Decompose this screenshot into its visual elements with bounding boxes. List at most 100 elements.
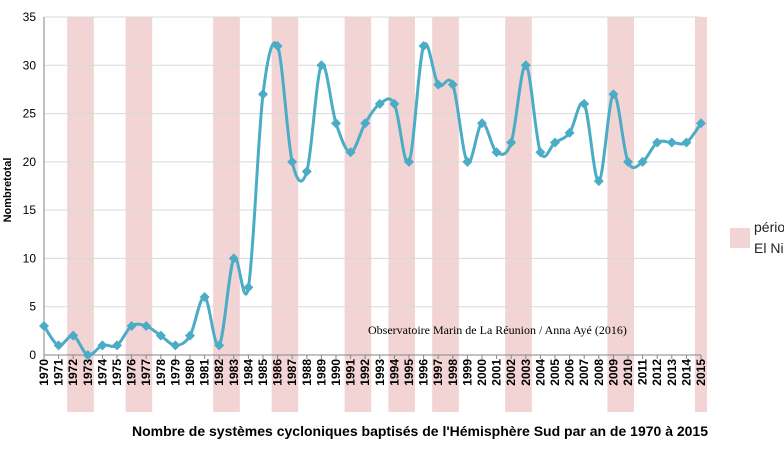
x-tick-label: 2009 [606, 359, 620, 386]
x-tick-label: 2014 [679, 359, 693, 386]
x-tick-label: 1977 [139, 359, 153, 386]
data-point-1994 [389, 98, 400, 109]
x-tick-label: 1996 [417, 359, 431, 386]
data-point-1988 [301, 166, 312, 177]
x-tick-label: 2008 [592, 359, 606, 386]
x-tick-label: 1971 [52, 359, 66, 386]
data-point-1985 [258, 89, 268, 100]
x-tick-label: 1985 [256, 359, 270, 386]
x-tick-label: 1987 [285, 359, 299, 386]
x-tick-label: 2000 [475, 359, 489, 386]
data-point-2006 [564, 127, 575, 138]
x-tick-label: 2005 [548, 359, 562, 386]
y-tick-label: 25 [23, 107, 37, 121]
data-point-2011 [637, 156, 648, 167]
x-tick-label: 2012 [650, 359, 664, 386]
x-tick-label: 1998 [446, 359, 460, 386]
y-tick-label: 15 [23, 203, 37, 217]
y-tick-label: 20 [23, 155, 37, 169]
x-tick-label: 1989 [314, 359, 328, 386]
data-point-1990 [331, 118, 341, 129]
y-tick-labels: 0 5 10 15 20 25 30 35 [23, 10, 37, 362]
data-point-1996 [418, 40, 429, 51]
el-nino-band-1991 [344, 17, 372, 412]
x-tick-label: 1982 [212, 359, 226, 386]
y-tick-label: 0 [29, 348, 36, 362]
x-tick-label: 1970 [37, 359, 51, 386]
y-tick-label: 10 [23, 251, 37, 265]
x-tick-label: 1979 [168, 359, 182, 386]
x-tick-label: 1981 [198, 359, 212, 386]
el-nino-band-2002 [505, 17, 532, 412]
legend-swatch-el-nino [730, 228, 750, 248]
x-tick-label: 1999 [460, 359, 474, 386]
x-tick-label: 1984 [241, 359, 255, 386]
x-tick-label: 1992 [358, 359, 372, 386]
data-point-1983 [228, 253, 239, 264]
x-tick-labels: 1970 1971 1972 1973 1974 1975 1976 1977 1978 1979… [37, 355, 708, 386]
x-tick-label: 2011 [636, 359, 650, 385]
y-tick-label: 5 [29, 300, 36, 314]
x-tick-label: 1988 [300, 359, 314, 386]
x-tick-label: 1973 [81, 359, 95, 386]
legend-label-line2: El Nino [754, 240, 784, 256]
data-point-2002 [506, 137, 517, 148]
x-tick-label: 1986 [271, 359, 285, 386]
data-point-2000 [477, 118, 487, 129]
data-point-2003 [520, 60, 531, 71]
y-tick-label: 35 [23, 10, 37, 24]
x-tick-label: 1983 [227, 359, 241, 386]
x-tick-label: 1972 [66, 359, 80, 386]
x-tick-label: 2010 [621, 359, 635, 386]
x-tick-label: 2003 [519, 359, 533, 386]
x-tick-label: 2013 [665, 359, 679, 386]
x-tick-label: 1974 [95, 359, 109, 386]
data-point-1992 [360, 118, 371, 129]
x-tick-label: 1990 [329, 359, 343, 386]
x-tick-label: 2015 [694, 359, 708, 386]
data-point-1974 [97, 340, 108, 351]
legend-label-line1: période [754, 219, 784, 235]
series-points [39, 40, 706, 360]
x-tick-label: 1991 [344, 359, 358, 386]
data-point-2009 [608, 89, 619, 100]
data-point-1982 [214, 340, 225, 351]
el-nino-band-2015 [695, 17, 707, 412]
data-point-1993 [374, 98, 385, 109]
el-nino-band-1986 [271, 17, 299, 412]
data-point-2012 [652, 137, 663, 148]
data-point-2015 [696, 118, 706, 129]
data-point-2005 [550, 137, 560, 148]
x-tick-label: 1978 [154, 359, 168, 386]
el-nino-band-1976 [125, 17, 153, 412]
data-point-1977 [141, 321, 152, 332]
data-point-1984 [243, 282, 254, 293]
data-point-1980 [185, 330, 195, 341]
data-point-1991 [345, 147, 356, 158]
x-tick-label: 2001 [490, 359, 504, 386]
data-point-2008 [593, 176, 604, 187]
data-point-1986 [272, 40, 283, 51]
x-tick-label: 1976 [125, 359, 139, 386]
data-point-1981 [199, 292, 210, 303]
data-point-1979 [170, 340, 181, 351]
data-point-2014 [681, 137, 692, 148]
x-tick-label: 1995 [402, 359, 416, 386]
el-nino-band-1994 [388, 17, 415, 412]
data-point-1989 [316, 60, 327, 71]
x-tick-label: 1993 [373, 359, 387, 386]
x-tick-label: 2006 [563, 359, 577, 386]
data-point-1995 [404, 156, 414, 167]
data-point-1987 [287, 156, 298, 167]
legend: période El Nino [730, 219, 784, 256]
el-nino-band-2009 [607, 17, 634, 412]
data-point-1997 [433, 79, 444, 90]
data-point-1976 [126, 321, 137, 332]
y-tick-label: 30 [23, 58, 37, 72]
data-point-1973 [82, 350, 93, 360]
data-point-1970 [39, 321, 49, 332]
y-axis-label: Nombretotal [2, 158, 14, 223]
x-tick-label: 1997 [431, 359, 445, 386]
x-tick-label: 1975 [110, 359, 124, 386]
data-point-1971 [53, 340, 64, 351]
